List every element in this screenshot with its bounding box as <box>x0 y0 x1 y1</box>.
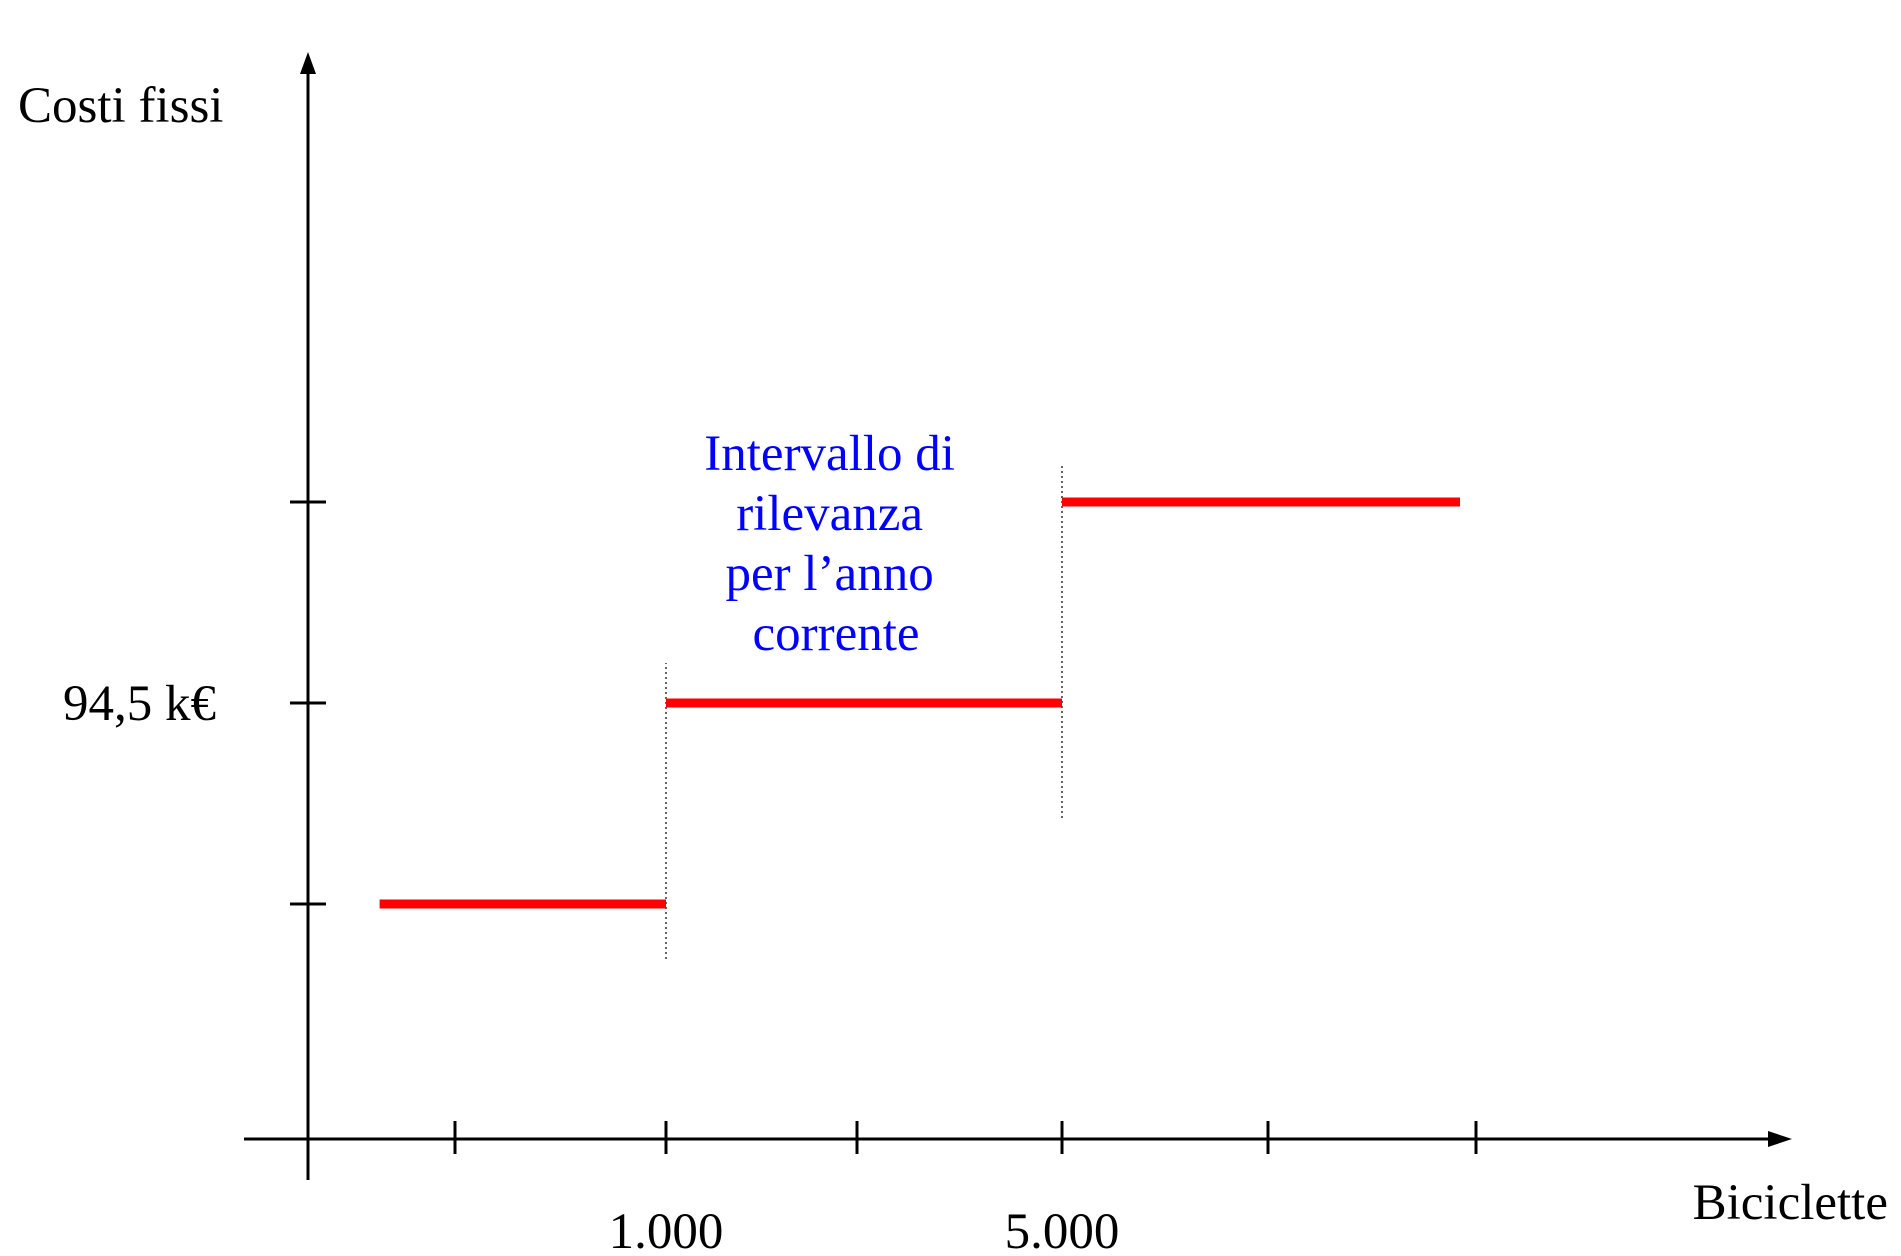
step-series <box>379 497 1460 909</box>
y-axis-arrow <box>300 52 316 74</box>
annotation-line: rilevanza <box>736 486 923 542</box>
x-tick-marks <box>453 1121 1478 1154</box>
x-tick-label: 5.000 <box>1005 1204 1120 1256</box>
y-axis-label: Costi fissi <box>18 78 223 134</box>
boundary-lines <box>665 466 1063 959</box>
x-tick-labels: 1.000 5.000 <box>609 1204 1120 1256</box>
annotation-line: per l’anno <box>726 546 934 602</box>
annotation-line: Intervallo di <box>704 426 955 482</box>
y-tick-labels: 94,5 k€ <box>63 676 216 732</box>
x-tick-label: 1.000 <box>609 1204 724 1256</box>
y-tick-marks <box>290 500 326 906</box>
annotation-line: corrente <box>752 606 919 662</box>
x-axis-label: Biciclette <box>1693 1175 1888 1231</box>
relevance-annotation: Intervallo di rilevanza per l’anno corre… <box>704 426 967 662</box>
y-tick-label: 94,5 k€ <box>63 676 216 732</box>
x-axis-arrow <box>1768 1131 1792 1147</box>
